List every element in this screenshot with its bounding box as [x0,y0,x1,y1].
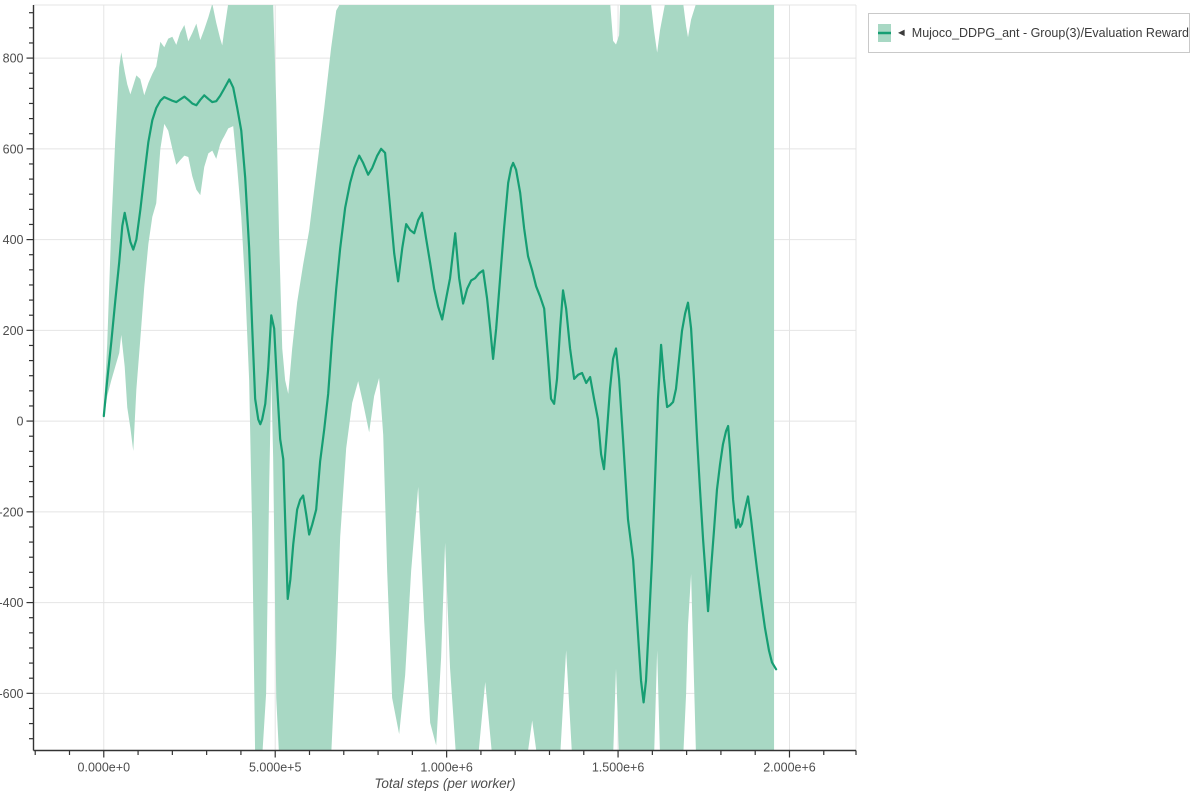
y-tick-label: 800 [3,52,24,66]
y-tick-label: 200 [3,324,24,338]
legend-collapse-icon[interactable]: ◄ [895,27,907,39]
x-axis-title: Total steps (per worker) [374,776,516,791]
legend-series-label[interactable]: Mujoco_DDPG_ant - Group(3)/Evaluation Re… [911,26,1189,40]
y-tick-label: -200 [0,505,24,519]
mean-line [102,78,778,704]
x-tick-label: 1.000e+6 [420,761,473,775]
confidence-band [103,5,775,751]
y-tick-label: -600 [0,687,24,701]
x-tick-label: 2.000e+6 [763,761,816,775]
tick-labels: 0.000e+0 5.000e+5 1.000e+6 1.500e+6 2.000e+6… [0,52,816,775]
x-tick-label: 5.000e+5 [249,761,302,775]
x-tick-label: 1.500e+6 [592,761,645,775]
axis-ticks [26,12,857,758]
y-tick-label: -400 [0,596,24,610]
legend-series-swatch [878,24,891,42]
x-tick-label: 0.000e+0 [78,761,131,775]
y-tick-label: 400 [3,233,24,247]
legend[interactable]: ◄ Mujoco_DDPG_ant - Group(3)/Evaluation … [868,13,1190,53]
y-tick-label: 0 [17,415,24,429]
y-tick-label: 600 [3,142,24,156]
